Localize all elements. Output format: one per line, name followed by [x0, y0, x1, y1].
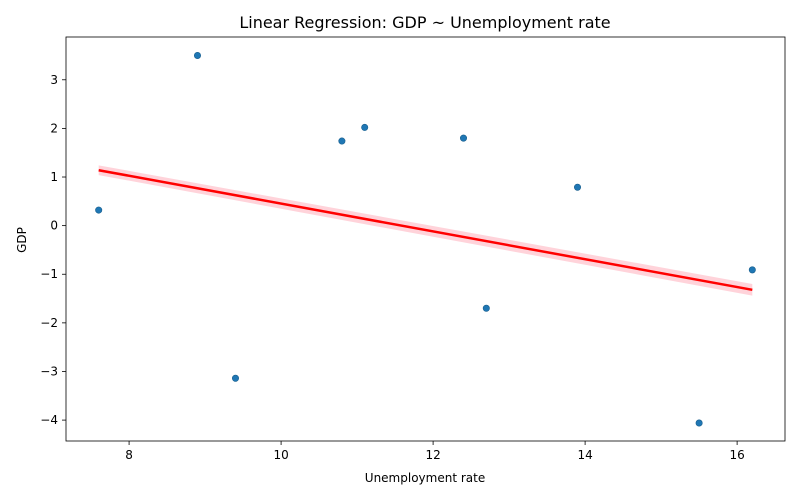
data-point [695, 419, 703, 427]
x-tick-label: 16 [729, 448, 744, 462]
y-tick-label: −2 [40, 316, 58, 330]
y-tick-label: 2 [50, 121, 58, 135]
x-tick-label: 8 [125, 448, 133, 462]
regression-line [98, 168, 753, 292]
data-point [460, 134, 468, 142]
data-point [482, 304, 490, 312]
chart-title: Linear Regression: GDP ~ Unemployment ra… [239, 13, 610, 32]
y-tick-label: −4 [40, 413, 58, 427]
data-point [193, 51, 201, 59]
data-point [574, 183, 582, 191]
y-axis-label: GDP [15, 227, 29, 253]
data-point [231, 374, 239, 382]
y-tick-label: 3 [50, 73, 58, 87]
data-point [361, 123, 369, 131]
y-tick-label: −3 [40, 364, 58, 378]
plot-frame [65, 36, 786, 442]
x-axis-label: Unemployment rate [365, 471, 485, 485]
y-tick-label: 1 [50, 170, 58, 184]
data-point [338, 137, 346, 145]
y-tick-label: −1 [40, 267, 58, 281]
x-tick-label: 12 [425, 448, 440, 462]
data-point [95, 206, 103, 214]
x-tick-label: 14 [577, 448, 592, 462]
data-point [748, 266, 756, 274]
x-tick-label: 10 [273, 448, 288, 462]
y-tick-label: 0 [50, 219, 58, 233]
